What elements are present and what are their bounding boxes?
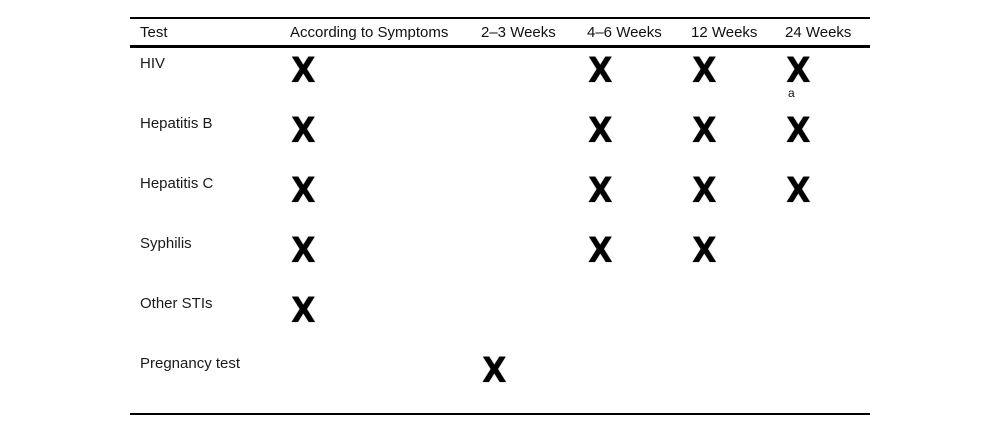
- mark-cell: [481, 288, 587, 348]
- mark-cell: [587, 348, 691, 408]
- mark-cell: X: [587, 168, 691, 228]
- mark-cell: X: [290, 228, 481, 288]
- mark-cell: X: [290, 168, 481, 228]
- row-label: Pregnancy test: [140, 355, 241, 372]
- x-mark: X: [291, 109, 316, 151]
- table-row-syphilis: Syphilis X X X: [130, 228, 870, 288]
- row-label: HIV: [140, 55, 166, 72]
- mark-cell: X: [587, 228, 691, 288]
- table-row-hepatitis-b: Hepatitis B X X X X: [130, 108, 870, 168]
- mark-cell: X: [290, 108, 481, 168]
- row-label: Syphilis: [140, 235, 192, 252]
- mark-cell: X: [290, 288, 481, 348]
- column-header-24-weeks: 24 Weeks: [785, 23, 852, 41]
- x-mark: X: [588, 229, 613, 271]
- x-mark: X: [692, 229, 717, 271]
- mark-cell: X: [691, 228, 785, 288]
- x-mark: X: [588, 109, 613, 151]
- column-header-12-weeks: 12 Weeks: [691, 23, 758, 41]
- column-header-2-3-weeks: 2–3 Weeks: [481, 23, 556, 41]
- mark-cell: [691, 288, 785, 348]
- mark-cell: X: [785, 108, 870, 168]
- testing-schedule-table: Test According to Symptoms 2–3 Weeks 4–6…: [130, 17, 870, 415]
- mark-cell: X: [691, 168, 785, 228]
- mark-cell: X: [691, 108, 785, 168]
- x-mark: X: [692, 109, 717, 151]
- x-mark: X: [692, 49, 717, 91]
- x-mark: X: [291, 289, 316, 331]
- table-row-hepatitis-c: Hepatitis C X X X X: [130, 168, 870, 228]
- mark-cell: X: [481, 348, 587, 408]
- mark-cell: [481, 168, 587, 228]
- table-header-row: Test According to Symptoms 2–3 Weeks 4–6…: [130, 17, 870, 48]
- column-header-test: Test: [140, 23, 168, 41]
- mark-cell: [691, 348, 785, 408]
- footnote-marker-a: a: [788, 86, 795, 100]
- mark-cell: X: [290, 48, 481, 108]
- mark-cell: [785, 228, 870, 288]
- row-label: Hepatitis B: [140, 115, 213, 132]
- mark-cell: [785, 348, 870, 408]
- mark-cell: X: [587, 108, 691, 168]
- table-row-other-stis: Other STIs X: [130, 288, 870, 348]
- x-mark: X: [588, 169, 613, 211]
- x-mark: X: [291, 49, 316, 91]
- mark-cell: X: [785, 168, 870, 228]
- x-mark: X: [786, 49, 811, 91]
- mark-cell: [785, 288, 870, 348]
- x-mark: X: [588, 49, 613, 91]
- x-mark: X: [291, 229, 316, 271]
- row-label: Other STIs: [140, 295, 213, 312]
- table-row-pregnancy-test: Pregnancy test X: [130, 348, 870, 408]
- x-mark: X: [291, 169, 316, 211]
- mark-cell: [481, 228, 587, 288]
- mark-cell: [481, 48, 587, 108]
- x-mark: X: [786, 169, 811, 211]
- mark-cell: [481, 108, 587, 168]
- mark-cell: [587, 288, 691, 348]
- mark-cell: [290, 348, 481, 408]
- row-label: Hepatitis C: [140, 175, 214, 192]
- x-mark: X: [786, 109, 811, 151]
- x-mark: X: [692, 169, 717, 211]
- column-header-according-to-symptoms: According to Symptoms: [290, 23, 449, 41]
- x-mark: X: [482, 349, 507, 391]
- mark-cell: X: [587, 48, 691, 108]
- column-header-4-6-weeks: 4–6 Weeks: [587, 23, 662, 41]
- mark-cell: X: [691, 48, 785, 108]
